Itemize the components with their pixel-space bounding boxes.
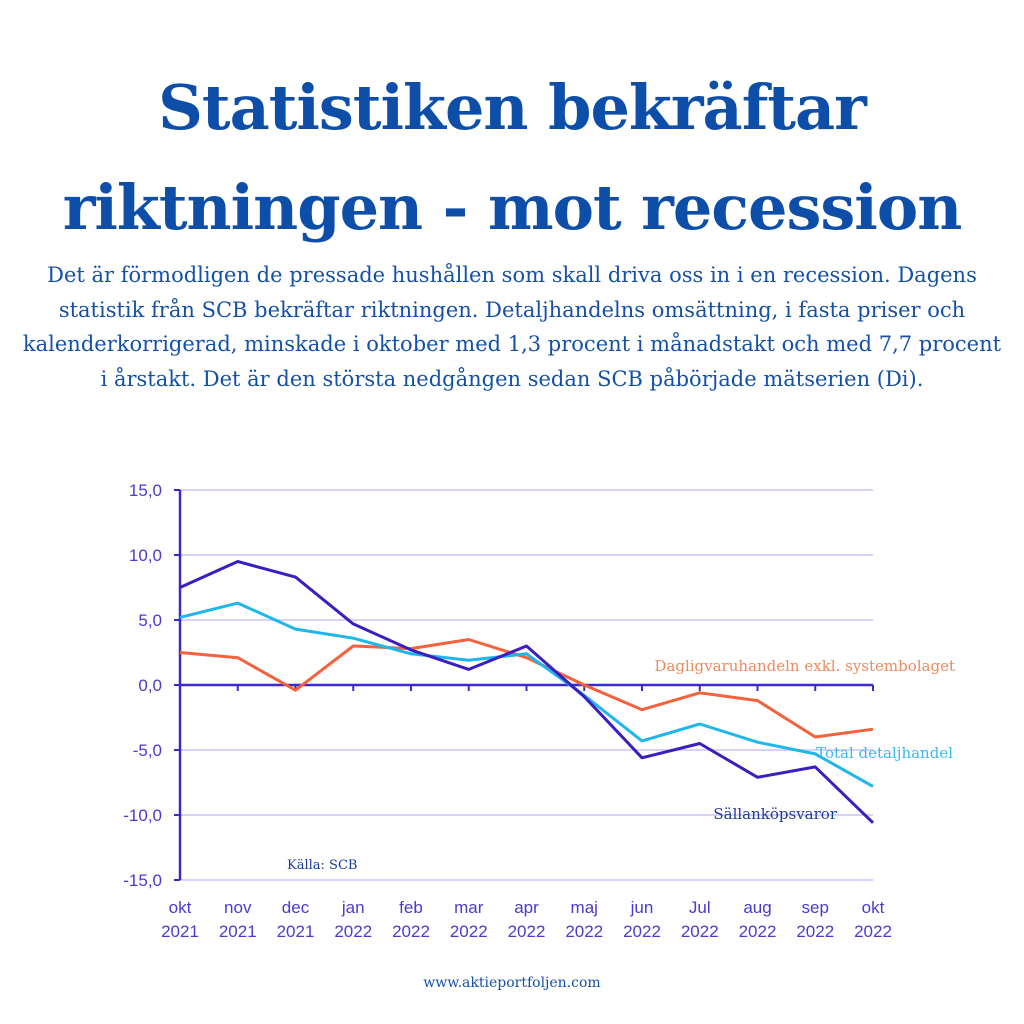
- x-tick-label-year: 2022: [854, 922, 892, 941]
- series-label: Total detaljhandel: [816, 744, 953, 762]
- y-tick-label: -10,0: [123, 806, 162, 825]
- series-label: Sällanköpsvaror: [713, 805, 837, 823]
- y-tick-label: 15,0: [129, 481, 162, 500]
- source-label: Källa: SCB: [287, 858, 357, 873]
- intro-text: Det är förmodligen de pressade hushållen…: [22, 263, 1002, 391]
- x-tick-label-year: 2022: [392, 922, 430, 941]
- x-tick-label-year: 2021: [219, 922, 257, 941]
- x-tick-label-year: 2022: [508, 922, 546, 941]
- x-tick-label-month: maj: [571, 898, 598, 917]
- y-tick-label: -5,0: [133, 741, 162, 760]
- x-tick-label-year: 2022: [565, 922, 603, 941]
- y-tick-label: 0,0: [138, 676, 162, 695]
- x-tick-label-month: nov: [224, 898, 252, 917]
- x-tick-label-month: dec: [282, 898, 310, 917]
- x-tick-label-month: okt: [862, 898, 885, 917]
- x-tick-label-year: 2022: [334, 922, 372, 941]
- series-line-2: [179, 560, 875, 824]
- x-tick-label-year: 2022: [450, 922, 488, 941]
- series-line-1: [179, 601, 874, 788]
- x-tick-label-month: feb: [399, 898, 423, 917]
- x-tick-label-month: aug: [743, 898, 771, 917]
- x-tick-label-month: apr: [514, 898, 539, 917]
- page-title: Statistiken bekräftar riktningen - mot r…: [62, 71, 963, 244]
- y-tick-label: 5,0: [138, 611, 162, 630]
- x-tick-label-year: 2022: [739, 922, 777, 941]
- y-tick-label: -15,0: [123, 871, 162, 890]
- x-tick-label-year: 2022: [681, 922, 719, 941]
- footer-url[interactable]: www.aktieportfoljen.com: [423, 975, 601, 991]
- x-tick-label-month: Jul: [689, 898, 711, 917]
- x-tick-label-month: jun: [630, 898, 654, 917]
- x-tick-label-month: mar: [454, 898, 484, 917]
- y-tick-label: 10,0: [129, 546, 162, 565]
- x-tick-label-month: sep: [802, 898, 829, 917]
- x-tick-label-year: 2022: [623, 922, 661, 941]
- x-tick-label-year: 2021: [161, 922, 199, 941]
- x-tick-label-month: okt: [169, 898, 192, 917]
- x-tick-label-year: 2022: [796, 922, 834, 941]
- x-tick-label-year: 2021: [277, 922, 315, 941]
- series-label: Dagligvaruhandeln exkl. systembolaget: [654, 657, 955, 675]
- x-tick-label-month: jan: [341, 898, 365, 917]
